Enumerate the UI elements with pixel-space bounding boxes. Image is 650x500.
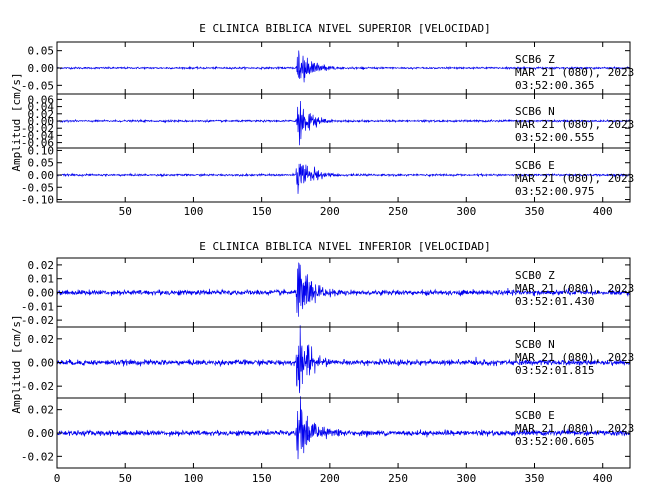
panel-scb6-n: 0.060.040.020.00-0.02-0.04-0.06 SCB6 NMAR… — [21, 93, 634, 149]
trace-scb0-n — [56, 325, 631, 394]
x-tick-label: 50 — [119, 472, 132, 485]
trace-scb0-z — [56, 262, 631, 317]
y-tick-label: 0.05 — [28, 157, 55, 170]
trace-scb6-z — [56, 50, 631, 83]
date-label: MAR 21 (080), 2023 — [515, 118, 634, 131]
x-tick-label: 350 — [525, 472, 545, 485]
x-tick-label: 200 — [320, 472, 340, 485]
y-tick-label: -0.02 — [21, 314, 54, 327]
date-label: MAR 21 (080), 2023 — [515, 351, 634, 364]
x-tick-label: 150 — [252, 205, 272, 218]
y-tick-label: -0.10 — [21, 194, 54, 207]
station-label: SCB0 E — [515, 409, 555, 422]
y-tick-label: -0.02 — [21, 450, 54, 463]
y-axis-label-upper: Amplitud [cm/s] — [10, 72, 23, 171]
x-tick-label: 250 — [388, 205, 408, 218]
y-tick-label: -0.06 — [21, 137, 54, 150]
y-tick-label: -0.05 — [21, 181, 54, 194]
x-tick-label: 150 — [252, 472, 272, 485]
x-tick-label: 400 — [593, 472, 613, 485]
y-tick-label: -0.04 — [21, 129, 54, 142]
time-label: 03:52:01.815 — [515, 364, 594, 377]
time-label: 03:52:00.555 — [515, 131, 594, 144]
station-label: SCB0 Z — [515, 269, 555, 282]
y-tick-label: 0.10 — [28, 144, 55, 157]
x-tick-label: 250 — [388, 472, 408, 485]
time-label: 03:52:01.430 — [515, 295, 594, 308]
date-label: MAR 21 (080), 2023 — [515, 422, 634, 435]
x-tick-label: 300 — [456, 472, 476, 485]
y-tick-label: -0.02 — [21, 380, 54, 393]
y-tick-label: 0.00 — [28, 62, 55, 75]
time-label: 03:52:00.605 — [515, 435, 594, 448]
y-tick-label: -0.05 — [21, 79, 54, 92]
y-tick-label: 0.00 — [28, 427, 55, 440]
y-tick-label: 0.00 — [28, 169, 55, 182]
x-tick-label: 300 — [456, 205, 476, 218]
y-tick-label: -0.02 — [21, 122, 54, 135]
y-tick-label: 0.06 — [28, 93, 55, 106]
station-label: SCB0 N — [515, 338, 555, 351]
x-tick-label: 0 — [54, 472, 61, 485]
y-axis-label-lower: Amplitud [cm/s] — [10, 314, 23, 413]
x-tick-label: 50 — [119, 205, 132, 218]
x-tick-label: 400 — [593, 205, 613, 218]
station-label: SCB6 Z — [515, 53, 555, 66]
chart-title-upper: E CLINICA BIBLICA NIVEL SUPERIOR [VELOCI… — [199, 22, 490, 35]
y-tick-label: 0.02 — [28, 108, 55, 121]
date-label: MAR 21 (080), 2023 — [515, 282, 634, 295]
y-tick-label: 0.00 — [28, 115, 55, 128]
x-tick-label: 200 — [320, 205, 340, 218]
y-tick-label: 0.04 — [28, 101, 55, 114]
y-tick-label: 0.00 — [28, 357, 55, 370]
y-tick-label: 0.00 — [28, 287, 55, 300]
y-tick-label: 0.02 — [28, 333, 55, 346]
trace-scb6-e — [56, 163, 631, 194]
x-tick-label: 350 — [525, 205, 545, 218]
station-label: SCB6 N — [515, 105, 555, 118]
date-label: MAR 21 (080), 2023 — [515, 66, 634, 79]
station-label: SCB6 E — [515, 159, 555, 172]
date-label: MAR 21 (080), 2023 — [515, 172, 634, 185]
trace-scb0-e — [56, 396, 631, 460]
x-tick-label: 100 — [183, 472, 203, 485]
trace-scb6-n — [56, 100, 631, 146]
y-tick-label: -0.01 — [21, 300, 54, 313]
y-tick-label: 0.02 — [28, 404, 55, 417]
x-tick-label: 100 — [183, 205, 203, 218]
y-tick-label: 0.05 — [28, 45, 55, 58]
y-tick-label: 0.01 — [28, 273, 55, 286]
y-tick-label: 0.02 — [28, 259, 55, 272]
chart-title-lower: E CLINICA BIBLICA NIVEL INFERIOR [VELOCI… — [199, 240, 490, 253]
time-label: 03:52:00.365 — [515, 79, 594, 92]
time-label: 03:52:00.975 — [515, 185, 594, 198]
